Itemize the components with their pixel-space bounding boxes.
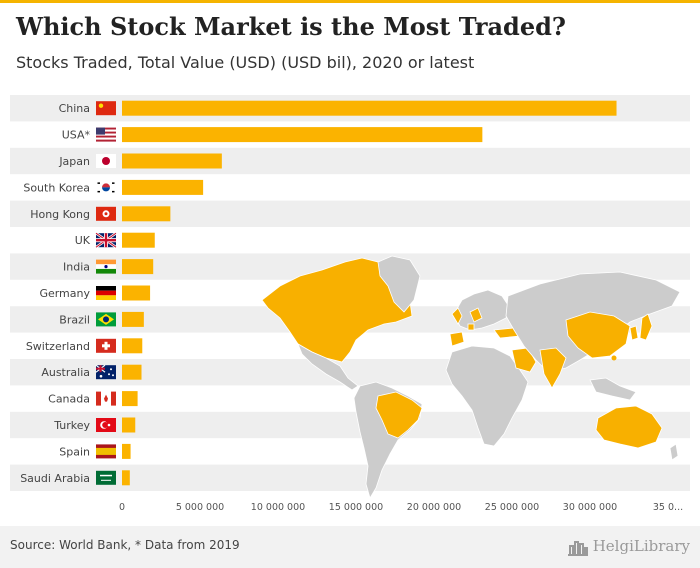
x-axis-ticks: 0 5 000 000 10 000 000 15 000 000 20 000 000… (119, 502, 683, 513)
category-label: Brazil (59, 313, 90, 326)
flag-brazil-icon (96, 312, 116, 327)
chart-title: Which Stock Market is the Most Traded? (16, 12, 566, 41)
top-accent-bar (0, 0, 700, 3)
flag-india-icon (96, 259, 116, 274)
category-label: India (63, 261, 90, 274)
flag-usa-icon (96, 127, 116, 142)
category-labels: China USA* Japan South Korea Hong Kong UK Indi… (20, 102, 91, 485)
category-label: Spain (59, 445, 90, 458)
bar (122, 127, 483, 143)
flag-switzerland-icon (96, 338, 116, 353)
brand-logo: HelgiLibrary (567, 535, 690, 557)
x-tick-label: 10 000 000 (251, 502, 305, 513)
bar (122, 470, 130, 486)
x-tick-label: 30 000 000 (563, 502, 617, 513)
map-japan (639, 313, 653, 341)
map-greenland (377, 255, 421, 313)
footer: Source: World Bank, * Data from 2019 Hel… (0, 526, 700, 568)
flag-hong-kong-icon (96, 206, 116, 221)
x-tick-label: 5 000 000 (176, 502, 224, 513)
map-brazil (375, 391, 423, 439)
brand-name: HelgiLibrary (592, 537, 690, 555)
source-note: Source: World Bank, * Data from 2019 (10, 538, 240, 552)
map-africa (445, 345, 529, 447)
flag-china-icon (96, 101, 116, 116)
world-map (261, 255, 681, 499)
flag-uk-icon (95, 232, 117, 249)
chart-subtitle: Stocks Traded, Total Value (USD) (USD bi… (16, 53, 475, 72)
bar (122, 179, 204, 195)
map-uk (451, 307, 463, 325)
bar (122, 100, 617, 116)
map-switzerland (467, 323, 475, 331)
category-label: Japan (58, 155, 90, 168)
flag-saudi-arabia-icon (96, 470, 116, 485)
category-label: Hong Kong (30, 208, 90, 221)
bar (122, 259, 154, 275)
category-label: UK (75, 234, 91, 247)
bar (122, 311, 144, 327)
map-hong-kong (611, 355, 617, 361)
map-central-america (297, 343, 359, 391)
flag-canada-icon (96, 391, 116, 406)
bar-chart: China USA* Japan South Korea Hong Kong UK Indi… (10, 95, 690, 513)
flag-spain-icon (96, 444, 116, 459)
bars (122, 100, 617, 486)
bar (122, 285, 151, 301)
bar (122, 232, 155, 248)
map-china (565, 311, 631, 359)
category-label: China (59, 102, 90, 115)
bar (122, 443, 131, 459)
x-tick-label: 25 000 000 (485, 502, 539, 513)
bar (122, 417, 136, 433)
bar (122, 364, 142, 380)
library-icon (567, 541, 588, 556)
category-label: Germany (39, 287, 90, 300)
bar (122, 206, 171, 222)
category-label: Switzerland (26, 340, 90, 353)
flag-south-korea-icon (96, 180, 116, 195)
map-india (539, 347, 567, 389)
map-new-zealand (669, 443, 679, 461)
bar (122, 338, 143, 354)
map-germany (469, 307, 483, 323)
category-label: USA* (62, 129, 91, 142)
x-tick-label: 35 0... (653, 502, 683, 513)
map-australia (595, 405, 663, 449)
bar (122, 391, 138, 407)
flag-turkey-icon (96, 418, 116, 432)
bar (122, 153, 222, 169)
x-tick-label: 0 (119, 502, 125, 513)
flag-australia-icon (95, 364, 116, 380)
flag-germany-icon (96, 286, 116, 300)
category-label: Turkey (53, 419, 90, 432)
map-spain (449, 331, 465, 347)
category-label: Canada (48, 393, 90, 406)
x-tick-label: 15 000 000 (329, 502, 383, 513)
map-south-korea (629, 325, 639, 341)
map-southeast-asia (589, 377, 637, 401)
category-label: Australia (41, 366, 90, 379)
map-saudi-arabia (511, 347, 537, 373)
category-label: South Korea (23, 181, 90, 194)
flag-japan-icon (96, 154, 116, 168)
category-label: Saudi Arabia (20, 472, 90, 485)
flags (95, 101, 117, 485)
x-tick-label: 20 000 000 (407, 502, 461, 513)
